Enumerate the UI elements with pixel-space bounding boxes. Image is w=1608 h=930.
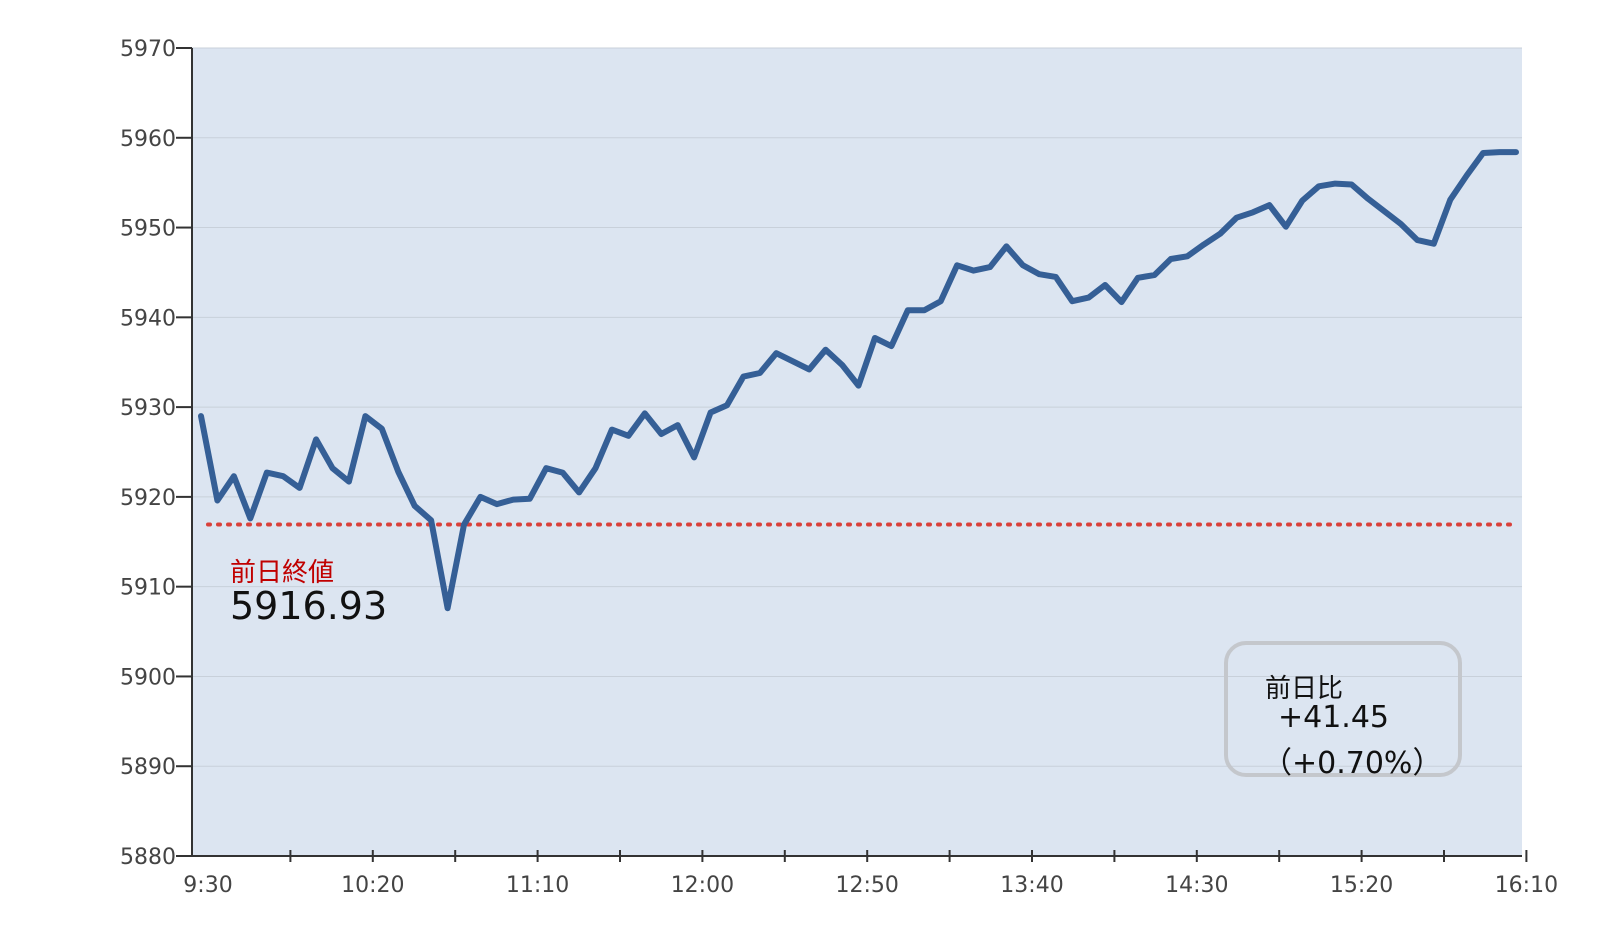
y-tick-label: 5940 — [120, 306, 176, 331]
x-tick-label: 12:50 — [835, 873, 898, 898]
y-axis-ticks: 5880 5890 5900 5910 5920 5930 5940 5950 5960 5970 — [120, 37, 192, 870]
axes — [191, 48, 1522, 857]
x-tick-label: 9:30 — [183, 873, 232, 898]
y-tick-label: 5910 — [120, 576, 176, 601]
x-tick-label: 10:20 — [341, 873, 404, 898]
series-line — [198, 149, 1519, 612]
y-tick-label: 5890 — [120, 755, 176, 780]
series-layer — [198, 149, 1519, 612]
x-tick-label: 12:00 — [671, 873, 734, 898]
change-percent: （+0.70%） — [1262, 746, 1443, 781]
x-tick-label: 14:30 — [1165, 873, 1228, 898]
plot-area — [192, 48, 1522, 856]
x-axis-ticks: 9:30 10:20 11:10 12:00 12:50 13:40 14:30 15:20 1… — [183, 850, 1558, 898]
y-tick-label: 5950 — [120, 217, 176, 242]
x-tick-label: 13:40 — [1000, 873, 1063, 898]
x-tick-label: 16:10 — [1495, 873, 1558, 898]
previous-close-value: 5916.93 — [230, 584, 388, 628]
x-tick-label: 15:20 — [1330, 873, 1393, 898]
x-tick-label: 11:10 — [506, 873, 569, 898]
change-value: +41.45 — [1278, 700, 1390, 735]
y-tick-label: 5900 — [120, 665, 176, 690]
y-tick-label: 5880 — [120, 845, 176, 870]
change-title: 前日比 — [1265, 674, 1344, 704]
y-tick-label: 5960 — [120, 127, 176, 152]
previous-close-label: 前日終値 — [230, 558, 335, 588]
y-tick-label: 5930 — [120, 396, 176, 421]
change-box — [1224, 641, 1462, 777]
y-tick-label: 5920 — [120, 486, 176, 511]
y-tick-label: 5970 — [120, 37, 176, 62]
